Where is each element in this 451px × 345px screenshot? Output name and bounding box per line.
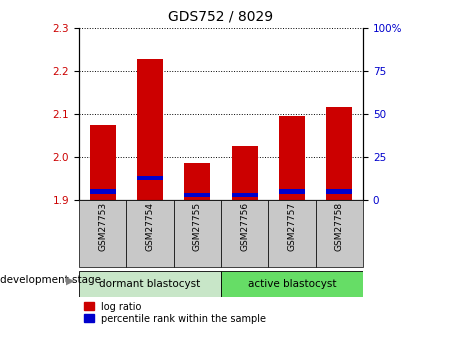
Bar [279, 116, 305, 200]
Bar [232, 146, 258, 200]
FancyBboxPatch shape [79, 200, 126, 267]
FancyBboxPatch shape [126, 200, 174, 267]
Text: ▶: ▶ [66, 275, 74, 285]
Text: dormant blastocyst: dormant blastocyst [99, 279, 201, 289]
Text: GSM27754: GSM27754 [146, 202, 154, 251]
Bar [279, 189, 305, 194]
Title: GDS752 / 8029: GDS752 / 8029 [168, 10, 274, 24]
FancyBboxPatch shape [221, 200, 268, 267]
Legend: log ratio, percentile rank within the sample: log ratio, percentile rank within the sa… [84, 302, 266, 324]
Bar [327, 107, 352, 200]
Text: active blastocyst: active blastocyst [248, 279, 336, 289]
Bar [327, 189, 352, 194]
Text: GSM27753: GSM27753 [98, 202, 107, 251]
Bar [90, 189, 115, 194]
FancyBboxPatch shape [221, 271, 363, 297]
Text: GSM27755: GSM27755 [193, 202, 202, 251]
Bar [90, 125, 115, 200]
Bar [137, 176, 163, 180]
FancyBboxPatch shape [268, 200, 316, 267]
Text: development stage: development stage [0, 275, 101, 285]
Bar [184, 164, 210, 200]
FancyBboxPatch shape [174, 200, 221, 267]
Text: GSM27758: GSM27758 [335, 202, 344, 251]
FancyBboxPatch shape [316, 200, 363, 267]
Text: GSM27757: GSM27757 [288, 202, 296, 251]
Bar [137, 59, 163, 200]
Text: GSM27756: GSM27756 [240, 202, 249, 251]
FancyBboxPatch shape [79, 271, 221, 297]
Bar [232, 193, 258, 197]
Bar [184, 193, 210, 197]
